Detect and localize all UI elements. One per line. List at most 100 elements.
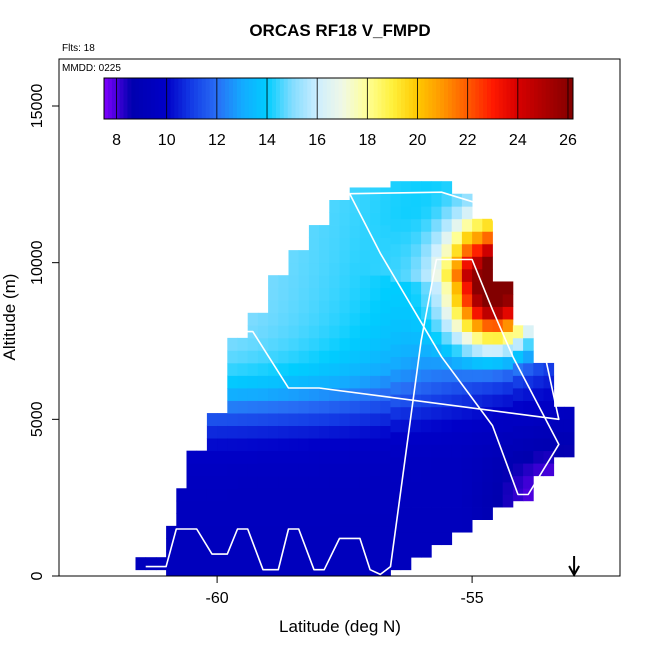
colorbar-segment (459, 78, 465, 119)
heatmap-cell (380, 413, 391, 426)
heatmap-cell (257, 488, 269, 502)
colorbar-segment (444, 78, 449, 119)
colorbar: 8 10 12 14 16 18 20 22 24 26 (103, 77, 577, 149)
heatmap-cell (349, 262, 361, 276)
colorbar-segment (502, 78, 508, 119)
heatmap-cell (339, 325, 351, 339)
heatmap-cell (257, 550, 269, 564)
heatmap-cell (461, 406, 473, 420)
heatmap-cell (390, 532, 402, 546)
heatmap-cell (482, 319, 493, 332)
heatmap-cell (359, 212, 371, 226)
heatmap-cell (319, 550, 330, 564)
heatmap-cell (431, 419, 442, 433)
heatmap-cell (400, 331, 412, 345)
heatmap-cell (482, 256, 493, 270)
heatmap-cell (451, 344, 463, 358)
heatmap-cell (257, 513, 269, 527)
heatmap-cell (288, 400, 300, 414)
heatmap-cell (502, 281, 514, 295)
heatmap-cell (421, 444, 432, 458)
heatmap-cell (390, 256, 402, 270)
heatmap-cell (186, 475, 198, 489)
heatmap-cell (421, 331, 432, 345)
heatmap-cell (247, 312, 259, 326)
colorbar-segment (127, 78, 132, 119)
heatmap-cell (298, 312, 310, 326)
heatmap-cell (410, 519, 422, 533)
heatmap-cell (298, 350, 310, 364)
y-tick-label: 15000 (29, 84, 46, 129)
heatmap-cell (166, 550, 177, 564)
heatmap-cell (421, 356, 432, 370)
heatmap-cell (472, 319, 483, 332)
heatmap-cell (380, 312, 391, 326)
heatmap-cell (390, 431, 402, 445)
heatmap-cell (257, 375, 269, 389)
heatmap-cell (370, 388, 381, 401)
colorbar-segment (107, 78, 113, 119)
heatmap-cell (390, 394, 402, 408)
colorbar-segment (287, 78, 293, 119)
heatmap-cell (257, 350, 269, 364)
heatmap-cell (461, 231, 473, 245)
heatmap-cell (319, 438, 330, 452)
y-axis: 0 5000 10000 15000 (29, 84, 59, 580)
heatmap-cell (268, 413, 279, 426)
heatmap-cell (451, 206, 463, 220)
heatmap-cell (359, 488, 371, 502)
heatmap-cell (359, 538, 371, 552)
heatmap-cell (431, 319, 442, 332)
heatmap-cell (359, 225, 371, 238)
heatmap-cell (319, 388, 330, 401)
heatmap-cell (410, 507, 422, 520)
heatmap-cell (451, 469, 463, 483)
heatmap-cell (288, 262, 300, 276)
colorbar-segment (115, 78, 121, 119)
heatmap-cell (431, 406, 442, 420)
heatmap-cell (298, 413, 310, 426)
colorbar-segment (479, 78, 484, 119)
heatmap-cell (523, 450, 534, 464)
heatmap-cell (329, 388, 340, 401)
heatmap-cell (461, 243, 473, 257)
heatmap-cell (512, 362, 524, 376)
heatmap-cell (319, 300, 330, 314)
heatmap-cell (410, 268, 422, 282)
heatmap-cell (451, 231, 463, 245)
heatmap-cell (370, 300, 381, 314)
heatmap-cell (247, 525, 259, 539)
heatmap-cell (247, 337, 259, 351)
heatmap-cell (421, 218, 432, 232)
heatmap-cell (441, 256, 453, 270)
heatmap-cell (349, 438, 361, 452)
heatmap-cell (359, 237, 371, 251)
colorbar-segment (404, 78, 410, 119)
heatmap-cell (349, 563, 361, 577)
heatmap-cell (237, 337, 249, 351)
heatmap-cell (472, 281, 483, 295)
heatmap-cell (176, 488, 187, 502)
heatmap-cell (400, 381, 412, 395)
colorbar-segment (303, 78, 308, 119)
colorbar-segment (143, 78, 148, 119)
heatmap-cell (339, 275, 351, 289)
heatmap-cell (461, 482, 473, 495)
heatmap-cell (380, 550, 391, 564)
heatmap-cell (400, 231, 412, 245)
heatmap-cell (410, 294, 422, 307)
heatmap-cell (308, 262, 320, 276)
heatmap-cell (431, 431, 442, 445)
heatmap-cell (472, 469, 483, 483)
heatmap-cell (308, 337, 320, 351)
colorbar-segment (369, 78, 375, 119)
heatmap-cell (502, 306, 514, 320)
heatmap-cell (523, 425, 534, 439)
heatmap-cell (512, 388, 524, 401)
heatmap-cell (268, 312, 279, 326)
heatmap-cell (359, 262, 371, 276)
heatmap-cell (441, 331, 453, 345)
colorbar-segment (193, 78, 199, 119)
heatmap-cell (441, 181, 453, 195)
heatmap-cell (451, 193, 463, 207)
